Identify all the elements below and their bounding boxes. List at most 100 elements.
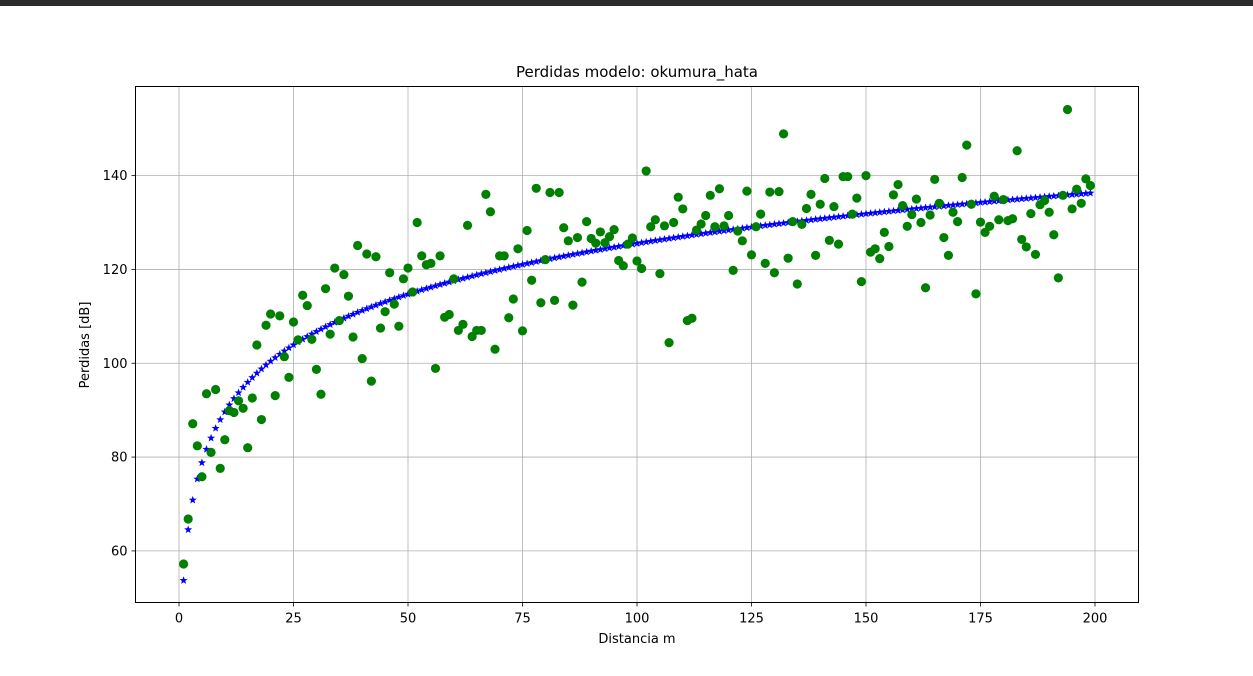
measured-point [1085, 180, 1096, 191]
measured-point [856, 277, 867, 287]
measured-point [824, 235, 834, 245]
model-point [523, 259, 532, 267]
measured-point [449, 274, 459, 284]
measured-point [435, 251, 445, 261]
measured-point [316, 389, 326, 399]
model-point [330, 318, 339, 326]
model-point [1068, 190, 1077, 198]
measured-point [650, 215, 660, 225]
model-point [642, 237, 651, 246]
model-point [271, 353, 280, 362]
measured-point [270, 391, 280, 401]
measured-point [627, 233, 638, 243]
measured-point [746, 250, 757, 260]
y-tick-label: 140 [103, 169, 128, 184]
measured-point [934, 198, 944, 208]
measured-point [517, 326, 528, 336]
x-tick-label: 0 [175, 612, 183, 627]
model-point [481, 268, 490, 277]
model-point [188, 495, 197, 504]
model-point [266, 357, 275, 365]
model-point [651, 236, 660, 244]
measured-point [536, 298, 546, 308]
measured-point [678, 204, 688, 214]
measured-point [769, 268, 779, 278]
measured-point [733, 226, 743, 236]
model-point [536, 256, 545, 265]
measured-point [907, 209, 917, 220]
model-point [445, 277, 454, 286]
model-point [202, 445, 211, 453]
measured-point [659, 221, 670, 231]
model-point [413, 287, 422, 295]
model-point [866, 209, 875, 217]
model-point [761, 221, 770, 229]
measured-point [201, 389, 212, 399]
measured-point [742, 186, 752, 196]
model-point [555, 252, 564, 261]
measured-point [320, 284, 331, 294]
measured-point [490, 344, 500, 354]
model-point [280, 346, 289, 355]
model-point [678, 232, 687, 240]
model-point [298, 335, 307, 343]
model-point [458, 274, 467, 282]
measured-point [307, 334, 317, 344]
model-point [843, 211, 852, 220]
model-point [1045, 192, 1054, 200]
measured-point [687, 313, 697, 323]
model-point [422, 284, 431, 292]
x-axis-label: Distancia m [598, 632, 675, 647]
model-point [225, 400, 234, 409]
model-point [477, 269, 486, 278]
model-point [344, 312, 353, 320]
measured-point [275, 311, 285, 321]
measured-point [655, 269, 665, 279]
model-point [509, 262, 518, 270]
model-point [257, 364, 266, 373]
measured-point [183, 514, 193, 524]
model-point [1049, 191, 1058, 200]
model-point [262, 360, 271, 369]
measured-point [366, 376, 376, 386]
measured-point [939, 232, 949, 243]
measured-point [632, 256, 642, 266]
model-point [770, 220, 779, 228]
model-point [784, 218, 793, 226]
model-point [573, 249, 582, 258]
model-point [559, 252, 568, 260]
model-point [715, 227, 724, 235]
measured-point [238, 403, 248, 413]
model-point [312, 327, 321, 335]
model-point [687, 230, 696, 239]
measured-point [1076, 198, 1086, 208]
measured-point [760, 258, 770, 268]
model-point [1077, 189, 1086, 198]
measured-point [444, 309, 454, 320]
measured-point [723, 210, 734, 221]
model-point [710, 227, 719, 236]
measured-point [778, 129, 789, 139]
measured-point [609, 224, 619, 235]
model-point [394, 292, 403, 301]
measured-point [563, 236, 573, 246]
model-point [729, 225, 738, 233]
measured-point [499, 251, 509, 261]
model-point [587, 246, 596, 255]
measured-point [247, 393, 257, 403]
measured-point [985, 221, 995, 231]
measured-point [943, 250, 954, 260]
measured-point [357, 353, 367, 364]
model-point [417, 285, 426, 294]
model-point [880, 207, 889, 216]
model-point [793, 217, 802, 225]
measured-point [971, 289, 981, 299]
model-point [807, 215, 816, 224]
model-point [1017, 194, 1026, 203]
measured-point [1040, 195, 1050, 206]
measured-point [751, 222, 761, 232]
measured-point [870, 244, 880, 254]
model-point [184, 525, 193, 534]
model-point [1008, 195, 1017, 204]
measured-point [311, 364, 322, 374]
